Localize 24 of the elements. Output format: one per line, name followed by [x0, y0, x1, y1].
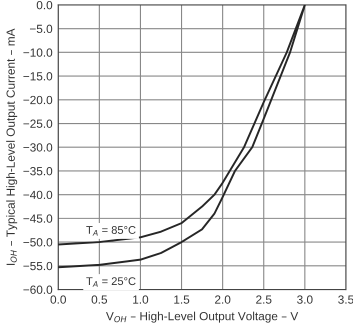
x-tick-label: 1.5 — [174, 296, 190, 304]
y-tick-label: −60.0 — [23, 286, 52, 294]
x-axis-title: V$_{OH}$ – High-Level Output Voltage – V — [106, 312, 298, 323]
y-tick-label: −20.0 — [23, 96, 52, 104]
y-tick-label: −5.0 — [30, 24, 52, 34]
y-tick-label: −25.0 — [23, 120, 52, 128]
x-tick-label: 0.5 — [92, 295, 108, 304]
y-axis-title: I$_{OH}$ – Typical High-Level Output Current – mA — [6, 28, 18, 265]
y-tick-label: −15.0 — [23, 72, 52, 80]
y-tick-label: −55.0 — [23, 262, 52, 270]
y-tick-label: −40.0 — [23, 190, 52, 200]
y-tick-label: 0.0 — [36, 0, 52, 10]
y-tick-label: −45.0 — [23, 214, 52, 223]
x-tick-label: 0.0 — [50, 295, 66, 304]
y-tick-label: −30.0 — [23, 143, 52, 152]
y-tick-label: −35.0 — [23, 166, 52, 176]
series-label: T$_{A}$ = 25°C — [86, 277, 136, 287]
series-label: T$_{A}$ = 85°C — [86, 226, 136, 236]
y-tick-label: −10.0 — [23, 48, 52, 57]
x-tick-label: 3.0 — [297, 295, 313, 304]
x-tick-label: 2.0 — [215, 295, 230, 304]
x-tick-label: 1.0 — [133, 295, 148, 304]
x-tick-label: 2.5 — [256, 295, 272, 304]
y-tick-label: −50.0 — [23, 238, 52, 246]
